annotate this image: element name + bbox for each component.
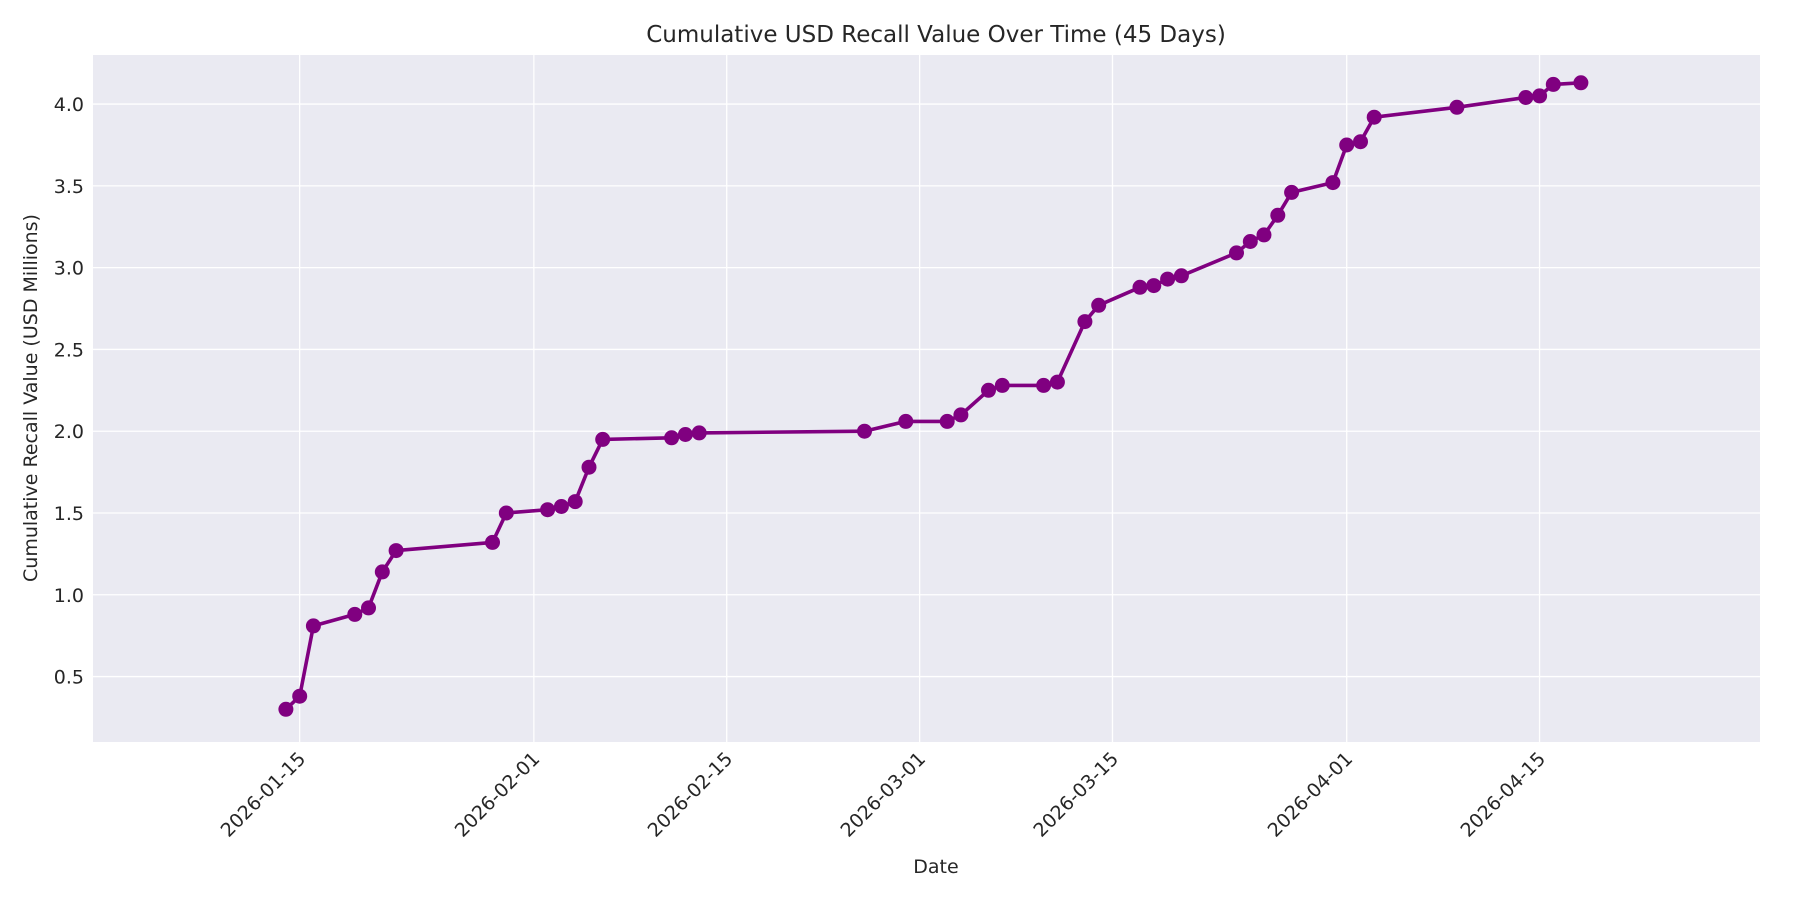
- x-tick-label: 2026-02-01: [451, 748, 545, 842]
- x-tick-label: 2026-03-15: [1029, 748, 1123, 842]
- x-tick-label: 2026-03-01: [837, 748, 931, 842]
- x-tick-label: 2026-04-15: [1456, 748, 1550, 842]
- data-point: [1573, 75, 1589, 91]
- x-tick-label: 2026-04-01: [1264, 748, 1358, 842]
- data-point: [1036, 377, 1052, 393]
- data-point: [691, 425, 707, 441]
- x-axis-ticks: 2026-01-15 2026-02-01 2026-02-15 2026-03-01…: [217, 748, 1551, 842]
- data-point: [292, 688, 308, 704]
- data-point: [898, 413, 914, 429]
- data-point: [677, 427, 693, 442]
- data-point: [664, 430, 680, 446]
- data-point: [994, 377, 1010, 393]
- data-point: [981, 382, 996, 398]
- data-points: [278, 75, 1589, 717]
- y-tick-label: 1.0: [54, 585, 84, 607]
- data-point: [1049, 374, 1065, 390]
- data-point: [1173, 268, 1189, 284]
- y-tick-label: 2.0: [54, 421, 84, 443]
- data-point: [1532, 88, 1548, 104]
- data-point: [581, 459, 597, 475]
- data-point: [1545, 76, 1561, 92]
- data-point: [540, 502, 556, 518]
- data-point: [553, 499, 569, 514]
- x-tick-label: 2026-01-15: [217, 748, 311, 842]
- y-tick-label: 3.0: [54, 258, 84, 280]
- data-point: [567, 494, 583, 510]
- data-point: [1449, 99, 1465, 115]
- data-point: [1077, 314, 1093, 330]
- data-point: [1160, 271, 1176, 287]
- data-point: [1091, 297, 1107, 313]
- data-point: [347, 606, 363, 622]
- data-point: [1366, 109, 1382, 125]
- data-point: [1132, 279, 1148, 295]
- data-point: [1146, 278, 1162, 294]
- data-point: [498, 505, 514, 521]
- data-point: [857, 423, 872, 439]
- data-point: [278, 701, 294, 717]
- data-point: [1325, 175, 1341, 191]
- data-point: [1353, 134, 1368, 150]
- data-point: [388, 543, 404, 559]
- data-point: [485, 534, 500, 550]
- data-point: [953, 407, 969, 423]
- y-tick-label: 0.5: [54, 667, 84, 689]
- plot-area: [93, 55, 1760, 742]
- data-point: [361, 600, 376, 616]
- data-point: [939, 413, 955, 429]
- data-point: [1242, 234, 1258, 249]
- data-point: [1339, 137, 1355, 153]
- data-point: [1518, 90, 1534, 105]
- y-tick-label: 3.5: [54, 176, 84, 198]
- data-point: [1256, 227, 1272, 243]
- data-point: [1284, 184, 1300, 200]
- y-tick-label: 2.5: [54, 339, 84, 361]
- y-tick-label: 4.0: [54, 94, 84, 116]
- grid-lines: [93, 55, 1760, 742]
- y-axis-ticks: 0.5 1.0 1.5 2.0 2.5 3.0 3.5 4.0: [54, 94, 84, 689]
- x-tick-label: 2026-02-15: [644, 748, 738, 842]
- chart-title: Cumulative USD Recall Value Over Time (4…: [646, 22, 1226, 48]
- data-point: [305, 618, 321, 634]
- data-point: [595, 431, 611, 447]
- data-point: [374, 564, 390, 580]
- y-tick-label: 1.5: [54, 503, 84, 525]
- data-point: [1270, 207, 1286, 223]
- y-axis-label: Cumulative Recall Value (USD Millions): [20, 214, 42, 582]
- data-point: [1229, 245, 1244, 261]
- x-axis-label: Date: [913, 856, 958, 878]
